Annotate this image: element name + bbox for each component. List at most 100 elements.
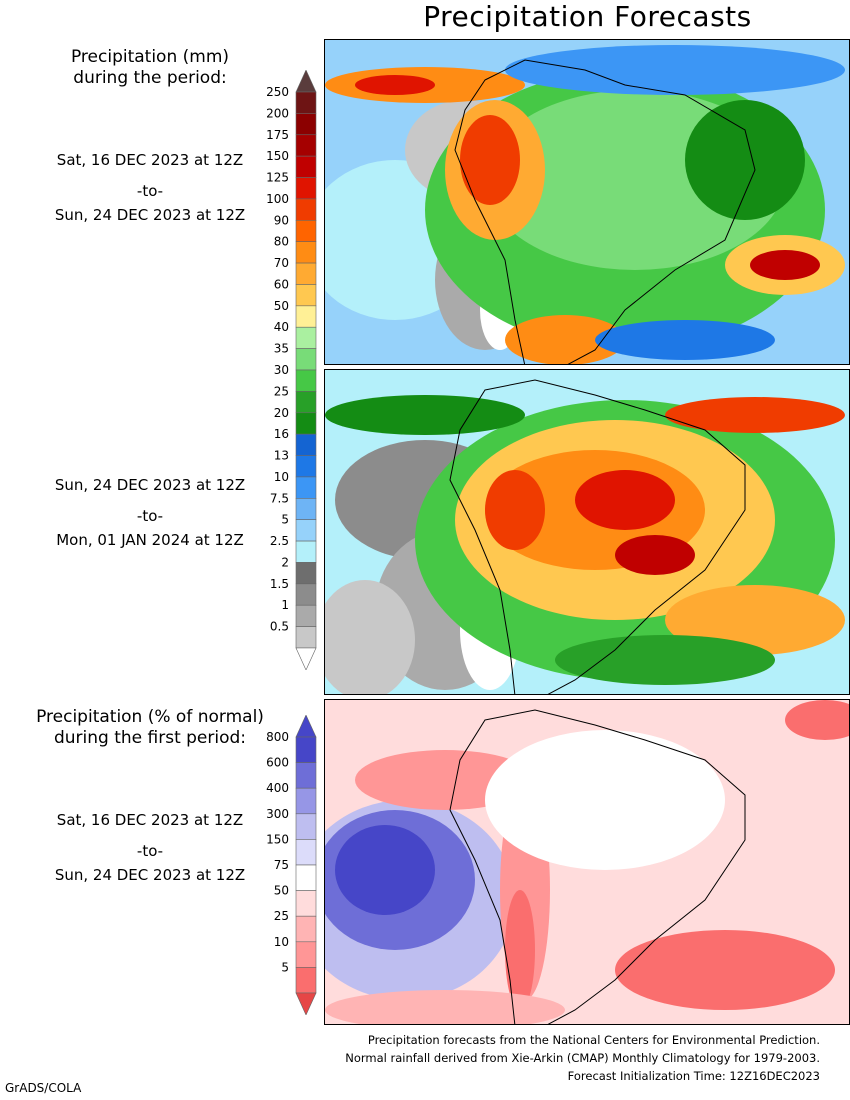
precip-mm-colorbar-swatch [295,91,317,114]
precip-mm-colorbar-tick-label: 20 [274,406,289,420]
precip-mm-colorbar-tick-label: 10 [274,470,289,484]
grads-credit: GrADS/COLA [5,1081,82,1095]
precip-mm-colorbar-swatch [295,433,317,456]
precip-pct-colorbar-tick-label: 800 [266,730,289,744]
precip-mm-colorbar-swatch [295,583,317,606]
precip-mm-colorbar-swatch [295,134,317,157]
precip-mm-colorbar-tick-label: 2 [281,555,289,569]
period2-label: Sun, 24 DEC 2023 at 12Z -to- Mon, 01 JAN… [0,475,300,551]
precip-pct-colorbar-tick-label: 25 [274,909,289,923]
precip-mm-legend-heading: Precipitation (mm) during the period: [0,47,300,89]
precip-pct-colorbar-bottom-arrow [295,992,317,1015]
page-title: Precipitation Forecasts [423,0,752,33]
period3-start: Sat, 16 DEC 2023 at 12Z [56,811,244,829]
precip-mm-colorbar-swatch [295,391,317,414]
precip-pct-legend-heading: Precipitation (% of normal) during the f… [0,707,300,749]
period3-label: Sat, 16 DEC 2023 at 12Z -to- Sun, 24 DEC… [0,810,300,886]
precip-mm-colorbar-swatch [295,540,317,563]
precip-mm-colorbar-tick-label: 5 [281,513,289,527]
precip-map-period1 [325,40,849,364]
precip-pct-colorbar-tick-label: 600 [266,756,289,770]
period1-start: Sat, 16 DEC 2023 at 12Z [56,151,244,169]
precip-mm-colorbar-swatch [295,177,317,200]
precip-mm-colorbar-tick-label: 25 [274,384,289,398]
footer-line1: Precipitation forecasts from the Nationa… [367,1033,820,1047]
precip-mm-colorbar-tick-label: 13 [274,449,289,463]
precip-mm-colorbar-tick-label: 16 [274,427,289,441]
precip-map-period2 [325,370,849,694]
precip-mm-colorbar: 2502001751501251009080706050403530252016… [266,70,317,670]
period1-to: -to- [136,182,164,200]
precip-pct-colorbar-swatch [295,890,317,917]
precip-mm-colorbar-swatch [295,498,317,520]
precip-mm-colorbar-tick-label: 0.5 [270,620,289,634]
precip-mm-colorbar-swatch [295,476,317,499]
precip-mm-colorbar-swatch [295,113,317,136]
precip-mm-colorbar-tick-label: 40 [274,320,289,334]
map-panel-period2 [324,369,850,695]
period2-end: Mon, 01 JAN 2024 at 12Z [56,531,244,549]
precip-mm-colorbar-tick-label: 250 [266,85,289,99]
precip-mm-colorbar-swatch [295,326,317,349]
precip-mm-colorbar-tick-label: 35 [274,342,289,356]
footer-line3: Forecast Initialization Time: 12Z16DEC20… [567,1069,820,1083]
precip-pct-colorbar: 800 600 400 300 150 75 50 25 10 5 [266,715,317,1015]
precip-mm-colorbar-tick-label: 90 [274,213,289,227]
precip-mm-colorbar-bottom-arrow [295,647,317,670]
period1-end: Sun, 24 DEC 2023 at 12Z [54,206,246,224]
period1-label: Sat, 16 DEC 2023 at 12Z -to- Sun, 24 DEC… [0,150,300,226]
precip-mm-colorbar-tick-label: 80 [274,235,289,249]
period2-start: Sun, 24 DEC 2023 at 12Z [54,476,246,494]
precip-mm-colorbar-tick-label: 7.5 [270,491,289,505]
precip-pct-colorbar-tick-label: 10 [274,935,289,949]
period2-to: -to- [136,507,164,525]
precip-mm-colorbar-tick-label: 60 [274,277,289,291]
precip-mm-colorbar-swatch [295,412,317,435]
precip-mm-colorbar-swatch [295,348,317,371]
precip-pct-colorbar-tick-label: 400 [266,781,289,795]
precip-mm-colorbar-tick-label: 50 [274,299,289,313]
precip-pct-colorbar-tick-label: 75 [274,858,289,872]
precip-mm-colorbar-tick-label: 2.5 [270,534,289,548]
precip-mm-colorbar-swatch [295,220,317,242]
precip-mm-colorbar-swatch [295,155,317,178]
precip-pct-colorbar-swatch [295,736,317,763]
precip-mm-colorbar-swatch [295,626,317,649]
precip-mm-colorbar-tick-label: 200 [266,106,289,120]
precip-mm-colorbar-swatch [295,241,317,264]
precip-mm-colorbar-tick-label: 100 [266,192,289,206]
precip-mm-colorbar-swatch [295,562,317,585]
precip-mm-colorbar-swatch [295,198,317,221]
precip-mm-colorbar-swatch [295,455,317,478]
precip-mm-colorbar-swatch [295,262,317,285]
precip-pct-colorbar-swatch [295,787,317,815]
precip-pct-colorbar-swatch [295,839,317,866]
precip-mm-colorbar-swatch [295,284,317,307]
precip-mm-colorbar-tick-label: 125 [266,171,289,185]
precip-mm-colorbar-tick-label: 150 [266,149,289,163]
precip-mm-colorbar-tick-label: 30 [274,363,289,377]
precip-pct-heading-line2: during the first period: [53,728,247,748]
precip-mm-colorbar-swatch [295,305,317,328]
precip-pct-colorbar-tick-label: 300 [266,807,289,821]
precip-mm-colorbar-tick-label: 70 [274,256,289,270]
precip-mm-colorbar-swatch [295,519,317,542]
map-panel-period1 [324,39,850,365]
map-panel-pct-normal [324,699,850,1025]
precip-mm-colorbar-swatch [295,369,317,392]
precip-pct-colorbar-swatch [295,762,317,789]
precip-pct-colorbar-swatch [295,864,317,891]
precip-mm-heading-line1: Precipitation (mm) [70,47,230,67]
precip-mm-colorbar-top-arrow [295,70,317,93]
precip-pct-colorbar-swatch [295,941,317,968]
footer-notes: Precipitation forecasts from the Nationa… [345,1031,820,1085]
precip-mm-colorbar-swatch [295,604,317,627]
period3-to: -to- [136,842,164,860]
precip-pct-colorbar-tick-label: 5 [281,960,289,974]
precip-pct-colorbar-swatch [295,915,317,943]
precip-pct-colorbar-tick-label: 50 [274,884,289,898]
precip-mm-colorbar-tick-label: 175 [266,128,289,142]
precip-pct-colorbar-swatch [295,813,317,840]
precip-mm-heading-line2: during the period: [73,68,227,88]
precip-pct-colorbar-top-arrow [295,715,317,738]
